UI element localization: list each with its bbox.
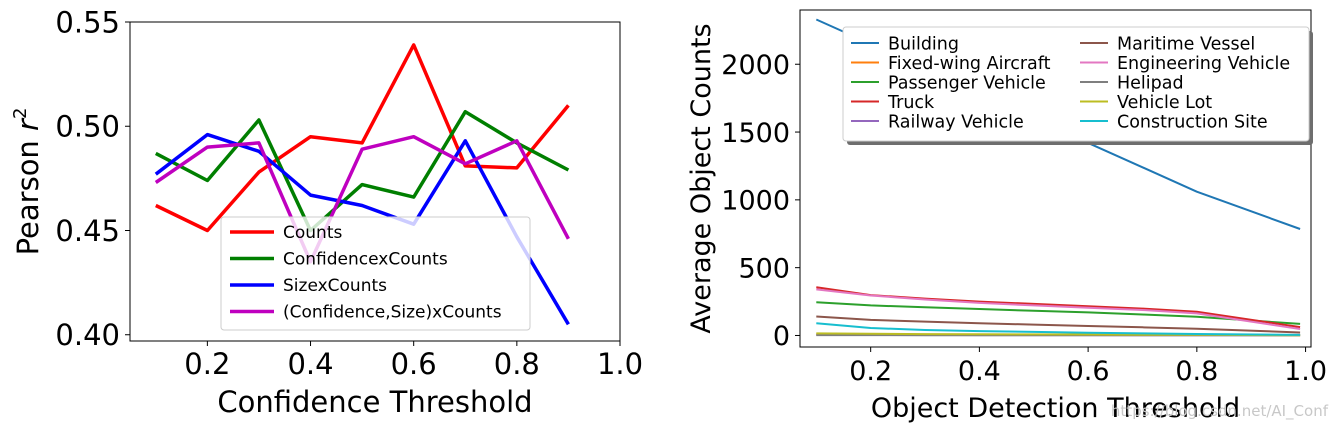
x-tick-label: 0.8 — [494, 347, 540, 381]
x-tick-label: 0.2 — [849, 356, 892, 387]
legend-label-maritime-vessel: Maritime Vessel — [1117, 34, 1255, 54]
legend-label-truck: Truck — [887, 93, 935, 113]
y-axis-label-base: Pearson — [11, 131, 45, 255]
x-tick-label: 1.0 — [597, 347, 643, 381]
legend-label-confidencexcounts: ConfidencexCounts — [283, 250, 448, 270]
x-tick-label: 0.2 — [184, 347, 230, 381]
x-tick-label: 0.4 — [958, 356, 1001, 387]
series-line-confidencexcounts — [154, 109, 570, 233]
series-line-construction-site — [816, 322, 1301, 336]
chart-pearson-r2: 0.2 0.4 0.6 0.8 1.0 0.40 0.45 0.50 0.55 Confidenc… — [10, 5, 643, 419]
axes-frame — [799, 9, 1312, 348]
legend-label-confidence-size-xcounts: (Confidence,Size)xCounts — [283, 303, 502, 323]
series-line-confidence-size-xcounts — [154, 134, 570, 264]
legend-label-construction-site: Construction Site — [1117, 112, 1268, 132]
legend-label-passenger-vehicle: Passenger Vehicle — [888, 73, 1046, 93]
x-axis-label: Confidence Threshold — [217, 385, 532, 419]
legend-label-building: Building — [888, 34, 959, 54]
y-tick-label: 0.55 — [55, 5, 120, 39]
y-tick-label: 0 — [773, 321, 790, 352]
x-tick-label: 0.6 — [1067, 356, 1110, 387]
x-axis-label: Object Detection Threshold — [871, 393, 1240, 424]
y-axis-label-superscript: 2 — [10, 108, 31, 119]
x-tick-label: 1.0 — [1284, 356, 1327, 387]
series-line-passenger-vehicle — [816, 301, 1301, 325]
series-line-engineering-vehicle — [816, 288, 1301, 330]
legend-label-fixed-wing-aircraft: Fixed-wing Aircraft — [888, 54, 1051, 74]
legend-label-engineering-vehicle: Engineering Vehicle — [1117, 54, 1290, 74]
series-line-counts — [155, 43, 570, 233]
legend-label-railway-vehicle: Railway Vehicle — [888, 112, 1024, 132]
y-tick-label: 0.40 — [55, 318, 120, 352]
y-tick-label: 1000 — [721, 186, 790, 217]
axes-frame — [129, 21, 621, 342]
legend-label-helipad: Helipad — [1117, 73, 1184, 93]
y-tick-label: 0.50 — [55, 110, 120, 144]
y-axis-label: Average Object Counts — [686, 23, 717, 333]
y-axis-label: Pearson r2 — [10, 108, 45, 256]
legend-box — [842, 26, 1310, 142]
chart-average-object-counts: 0.2 0.4 0.6 0.8 1.0 0 500 1000 1500 2000 Object De… — [686, 9, 1327, 424]
legend-label-vehicle-lot: Vehicle Lot — [1117, 93, 1212, 113]
y-tick-label: 500 — [738, 253, 790, 284]
y-axis-label-variable: r — [11, 117, 45, 131]
series-line-sizexcounts — [154, 132, 570, 326]
y-tick-label: 2000 — [721, 50, 790, 81]
legend-label-counts: Counts — [283, 223, 342, 243]
watermark-text: https://blog.csdn.net/AI_Conf — [1111, 402, 1329, 421]
x-tick-label: 0.6 — [391, 347, 437, 381]
legend-box — [220, 216, 531, 331]
legend-label-sizexcounts: SizexCounts — [283, 276, 387, 296]
x-tick-label: 0.4 — [287, 347, 333, 381]
x-tick-label: 0.8 — [1175, 356, 1218, 387]
y-tick-label: 0.45 — [55, 214, 120, 248]
y-tick-label: 1500 — [721, 118, 790, 149]
series-line-maritime-vessel — [816, 315, 1301, 334]
